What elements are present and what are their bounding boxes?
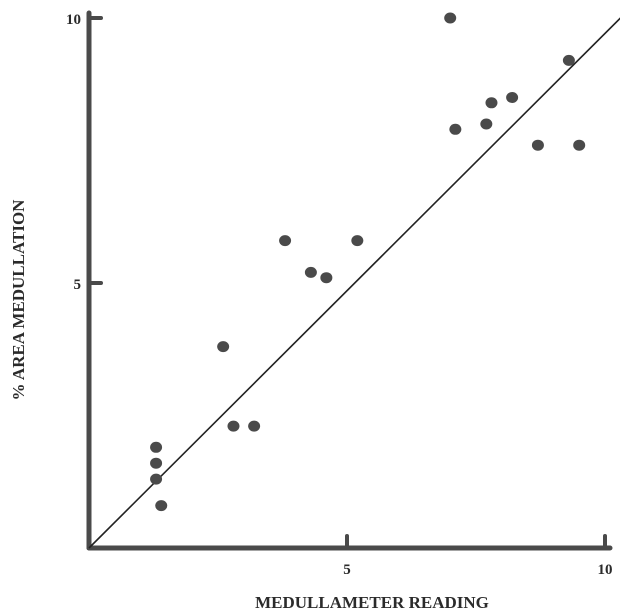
data-point: [279, 235, 292, 247]
data-point: [320, 272, 333, 284]
data-point: [217, 341, 230, 353]
data-point: [304, 266, 317, 278]
x-tick-label: 10: [598, 562, 613, 578]
data-point: [444, 12, 457, 24]
data-point: [485, 97, 498, 109]
data-point: [351, 235, 364, 247]
x-axis-title: MEDULLAMETER READING: [255, 593, 489, 612]
data-point: [150, 457, 163, 469]
x-tick-label: 5: [343, 562, 351, 578]
y-tick-label: 10: [66, 12, 81, 28]
fit-line: [88, 17, 620, 549]
data-point: [248, 420, 261, 432]
data-point: [155, 500, 168, 512]
fit-line-group: [88, 17, 620, 549]
data-point: [150, 473, 163, 485]
y-axis-title: % AREA MEDULLATION: [9, 199, 28, 401]
data-point: [573, 139, 586, 151]
data-points: [150, 12, 586, 512]
data-point: [150, 441, 163, 453]
data-point: [449, 123, 462, 135]
axes: [86, 10, 613, 551]
tick-labels: 5 10 5 10: [66, 12, 613, 578]
data-point: [562, 54, 575, 66]
data-point: [227, 420, 240, 432]
y-tick-label: 5: [74, 277, 82, 293]
data-point: [506, 92, 519, 103]
data-point: [531, 139, 544, 151]
data-point: [480, 118, 493, 130]
